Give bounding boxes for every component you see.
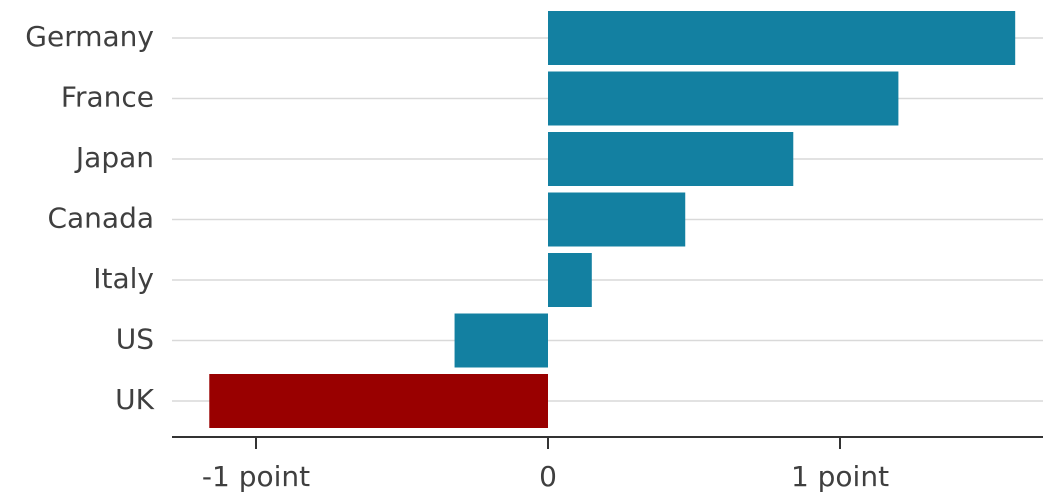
bar-canada: [548, 193, 685, 247]
category-label-canada: Canada: [47, 202, 154, 235]
bar-japan: [548, 132, 793, 186]
x-axis: -1 point 0 1 point: [172, 437, 1043, 493]
category-label-us: US: [116, 323, 154, 356]
category-label-germany: Germany: [25, 20, 154, 53]
bar-uk: [209, 374, 548, 428]
category-label-france: France: [61, 81, 154, 114]
bar-italy: [548, 253, 592, 307]
x-tick-label-1: 1 point: [791, 460, 889, 493]
category-label-uk: UK: [115, 383, 154, 416]
category-label-japan: Japan: [74, 141, 154, 174]
x-tick-label-neg1: -1 point: [202, 460, 310, 493]
x-tick-label-0: 0: [539, 460, 557, 493]
bar-france: [548, 72, 898, 126]
bar-us: [455, 314, 548, 368]
category-label-italy: Italy: [93, 262, 154, 295]
category-labels: Germany France Japan Canada Italy US UK: [25, 20, 154, 416]
bar-germany: [548, 11, 1015, 65]
